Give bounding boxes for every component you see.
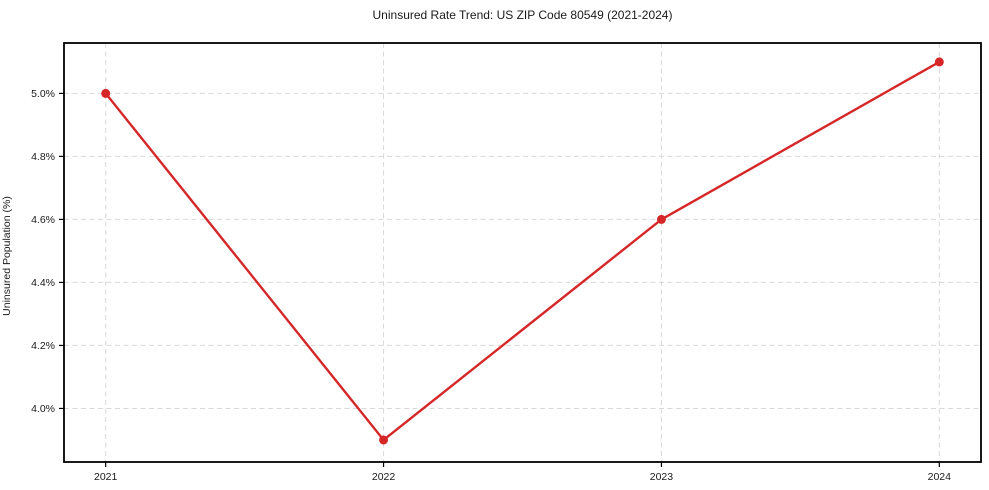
- y-tick-label: 5.0%: [31, 88, 55, 100]
- data-point-marker: [101, 88, 111, 98]
- trend-line: [104, 60, 941, 442]
- x-tick-label: 2021: [94, 471, 118, 483]
- y-tick-label: 4.6%: [31, 214, 55, 226]
- y-tick-label: 4.0%: [31, 403, 55, 415]
- chart-title: Uninsured Rate Trend: US ZIP Code 80549 …: [372, 8, 673, 22]
- y-tick-label: 4.2%: [31, 340, 55, 352]
- plot-border: [63, 42, 982, 463]
- y-tick-label: 4.4%: [31, 277, 55, 289]
- data-point-marker: [934, 57, 944, 67]
- y-tick-label: 4.8%: [31, 151, 55, 163]
- x-tick-label: 2022: [372, 471, 396, 483]
- x-tick-label: 2024: [928, 471, 952, 483]
- x-tick-label: 2023: [650, 471, 674, 483]
- data-point-marker: [656, 214, 666, 224]
- data-point-marker: [379, 435, 389, 445]
